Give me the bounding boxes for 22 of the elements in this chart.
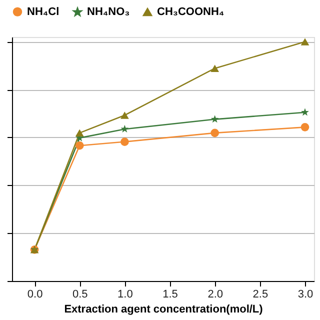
- x-tick-label: 1.0: [118, 288, 133, 300]
- x-tick-label: 2.0: [208, 288, 223, 300]
- point: [120, 112, 129, 119]
- point: [210, 64, 220, 72]
- legend-label: NH₄Cl: [27, 6, 60, 18]
- x-tick-label: 1.5: [162, 288, 178, 300]
- point: [300, 123, 310, 132]
- legend-label: CH₃COONH₄: [157, 6, 224, 18]
- point: [301, 108, 309, 116]
- point: [300, 38, 310, 46]
- point: [120, 138, 129, 146]
- point: [210, 128, 220, 138]
- point: [75, 129, 84, 137]
- x-tick-label: 0.0: [27, 288, 43, 300]
- x-axis-title: Extraction agent concentration(mol/L): [64, 304, 264, 316]
- point: [75, 141, 84, 150]
- x-tick-label: 2.5: [252, 288, 268, 300]
- x-tick-label: 0.5: [72, 288, 88, 300]
- x-tick-label: 3.0: [298, 288, 314, 300]
- point: [210, 115, 219, 123]
- point: [120, 124, 129, 132]
- legend-label: NH₄NO₃: [87, 6, 130, 18]
